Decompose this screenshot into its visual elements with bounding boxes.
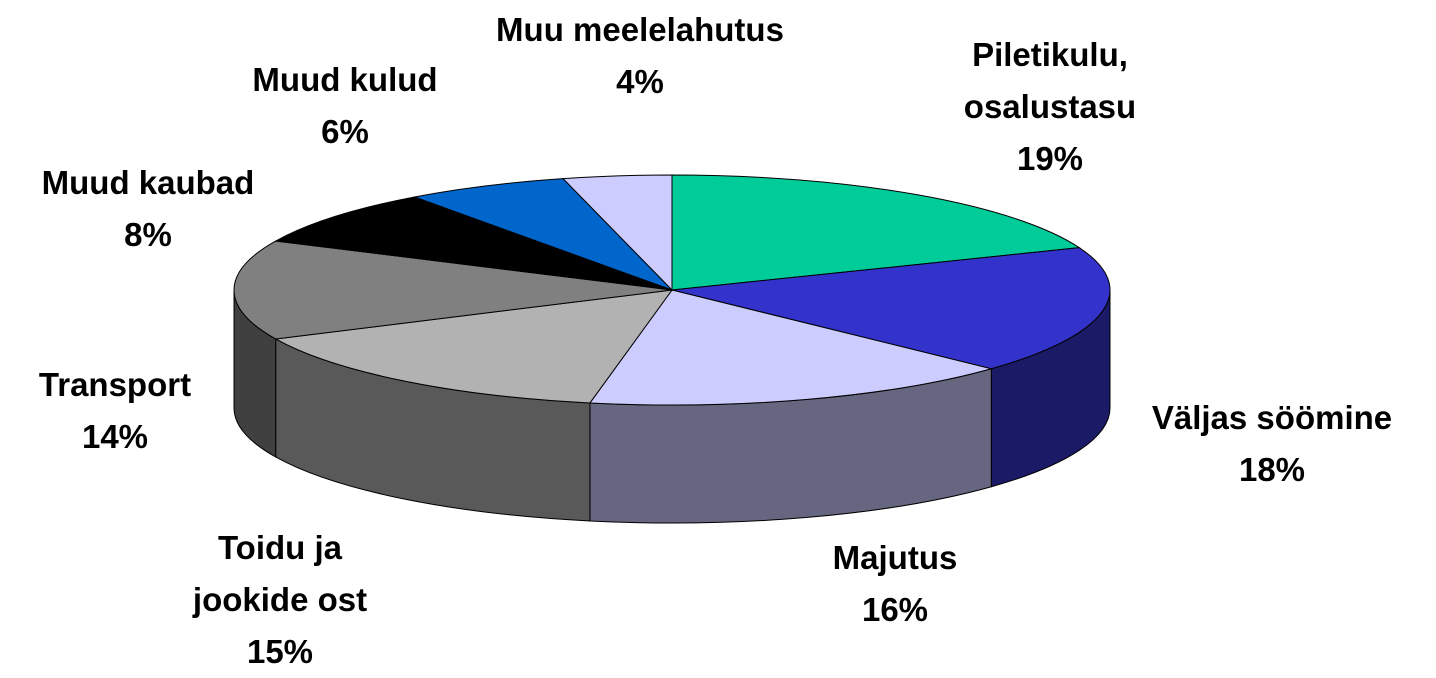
slice (412, 178, 673, 291)
slice (233, 240, 673, 340)
category-label: Muud kaubad (41, 164, 255, 201)
slice-label: Muud kaubad 8% (0, 157, 298, 261)
value-label: 18% (1238, 451, 1306, 488)
slice-label: Muu meelelahutus 4% (495, 4, 785, 108)
value-label: 19% (1016, 140, 1084, 177)
category-label: Väljas söömine (1151, 399, 1393, 436)
slice (588, 289, 994, 406)
category-label: Piletikulu, osalustasu (963, 36, 1137, 125)
slice-label: Toidu ja jookide ost 15% (160, 522, 400, 678)
category-label: Muud kulud (252, 61, 438, 98)
value-label: 6% (321, 113, 369, 150)
pie-tops (233, 174, 1111, 406)
slice (274, 196, 673, 291)
value-label: 4% (616, 63, 664, 100)
slice-label: Majutus 16% (775, 532, 1015, 636)
value-label: 15% (246, 633, 314, 670)
value-label: 8% (124, 216, 172, 253)
slice-label: Piletikulu, osalustasu 19% (930, 29, 1170, 185)
slice-label: Väljas söömine 18% (1112, 392, 1432, 496)
category-label: Muu meelelahutus (496, 11, 784, 48)
category-label: Majutus (832, 539, 958, 576)
slice (274, 289, 674, 404)
slice-label: Muud kulud 6% (205, 54, 485, 158)
category-label: Transport (38, 366, 192, 403)
slice (671, 247, 1111, 370)
value-label: 16% (861, 591, 929, 628)
value-label: 14% (81, 418, 149, 455)
slice-label: Transport 14% (0, 359, 235, 463)
slice (671, 174, 1081, 291)
pie-sides (233, 289, 1111, 524)
category-label: Toidu ja jookide ost (192, 529, 368, 618)
slice (561, 174, 673, 292)
